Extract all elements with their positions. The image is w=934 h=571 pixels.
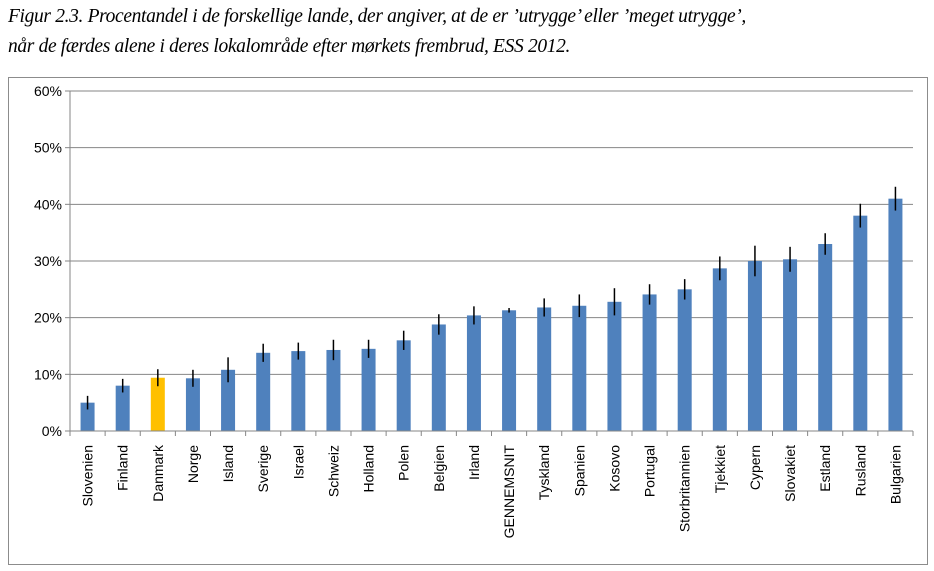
x-tick-label: Norge [185,445,201,483]
x-tick-label: Slovenien [80,445,96,507]
y-tick-label: 10% [34,366,62,382]
x-tick-label: GENNEMSNIT [501,445,517,539]
y-tick-label: 60% [34,83,62,99]
x-tick-label: Irland [466,445,482,480]
bar-gennemsnit [502,310,517,431]
y-tick-label: 0% [42,423,62,439]
x-tick-label: Belgien [431,445,447,492]
bar-portugal [642,294,657,431]
bar-polen [396,340,411,431]
caption-line-2: når de færdes alene i deres lokalområde … [8,36,571,57]
bar-slovakiet [783,259,798,431]
y-tick-label: 20% [34,310,62,326]
bar-israel [291,351,306,431]
x-tick-label: Bulgarien [887,445,903,504]
x-tick-label: Rusland [852,445,868,496]
x-tick-label: Tyskland [536,445,552,500]
bar-slovenien [80,402,95,431]
x-tick-label: Holland [361,445,377,492]
bar-sverige [256,352,271,431]
bar-island [221,369,236,431]
x-tick-label: Cypern [747,445,763,490]
bar-tyskland [537,307,552,431]
y-tick-label: 40% [34,196,62,212]
x-tick-label: Israel [290,445,306,479]
bar-tjekkiet [712,268,727,431]
bar-bulgarien [888,198,903,431]
x-tick-label: Spanien [571,445,587,496]
bar-rusland [853,215,868,431]
x-tick-label: Schweiz [325,445,341,497]
x-tick-label: Kosovo [606,445,622,492]
chart-frame [8,77,928,565]
bar-danmark [150,377,165,431]
bar-irland [466,315,481,431]
bar-finland [115,385,130,431]
x-tick-label: Polen [396,445,412,481]
x-tick-label: Portugal [642,445,658,497]
x-tick-label: Estland [817,445,833,492]
bar-schweiz [326,349,341,431]
bar-estland [818,244,833,431]
bar-kosovo [607,301,622,431]
figure-caption: Figur 2.3. Procentandel i de forskellige… [8,2,934,62]
x-tick-label: Danmark [150,444,166,502]
x-tick-label: Tjekkiet [712,445,728,493]
x-tick-label: Island [220,445,236,482]
y-tick-label: 50% [34,140,62,156]
x-tick-label: Finland [115,445,131,491]
bar-belgien [431,324,446,431]
x-tick-label: Slovakiet [782,445,798,502]
bar-storbritannien [677,289,692,431]
bar-holland [361,348,376,431]
caption-line-1: Figur 2.3. Procentandel i de forskellige… [8,6,746,27]
x-tick-label: Storbritannien [677,445,693,532]
bar-spanien [572,305,587,431]
bar-norge [185,378,200,431]
y-tick-label: 30% [34,253,62,269]
x-tick-label: Sverige [255,445,271,493]
bar-cypern [747,261,762,431]
